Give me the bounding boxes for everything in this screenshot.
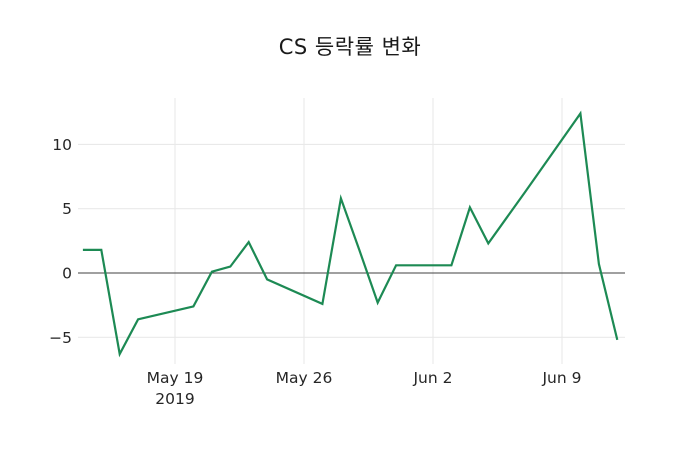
- x-tick-label: Jun 9: [541, 369, 581, 387]
- x-tick-year-label: 2019: [155, 390, 194, 408]
- x-tick-label: Jun 2: [412, 369, 452, 387]
- y-tick-label: 10: [52, 136, 72, 154]
- y-tick-label: 0: [62, 265, 72, 283]
- x-tick-label: May 19: [147, 369, 204, 387]
- x-tick-label: May 26: [276, 369, 333, 387]
- y-tick-label: −5: [49, 329, 72, 347]
- y-tick-label: 5: [62, 200, 72, 218]
- series-line: [82, 110, 619, 358]
- chart-title: CS 등락률 변화: [278, 35, 422, 59]
